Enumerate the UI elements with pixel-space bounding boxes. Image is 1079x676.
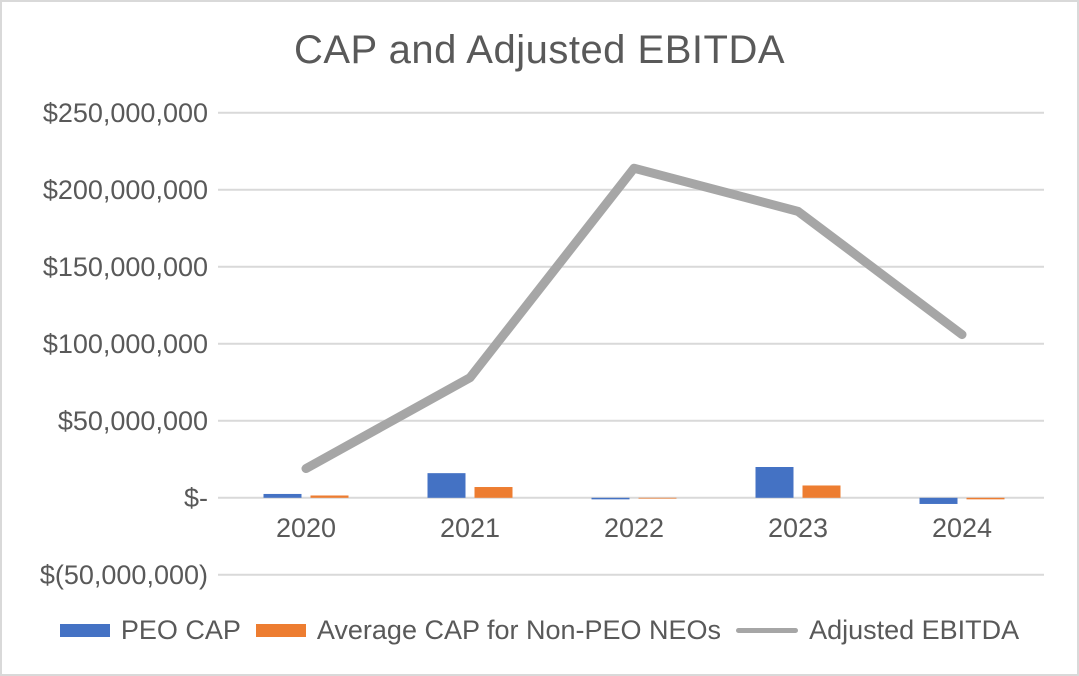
legend-item-adjusted-ebitda: Adjusted EBITDA	[736, 615, 1019, 646]
y-axis-tick-label: $(50,000,000)	[39, 559, 208, 590]
legend-item-avg-cap: Average CAP for Non-PEO NEOs	[255, 615, 722, 646]
legend-swatch-avg-cap-icon	[255, 624, 306, 637]
y-axis-tick-label: $200,000,000	[42, 174, 208, 205]
y-axis-tick-label: $-	[183, 482, 208, 513]
bar-average-cap-for-non-peo-neos-2021	[474, 487, 513, 498]
legend-label-adjusted-ebitda: Adjusted EBITDA	[809, 615, 1020, 645]
chart-title: CAP and Adjusted EBITDA	[293, 28, 786, 72]
x-axis-tick-label: 2024	[931, 513, 993, 543]
legend-label-peo-cap: PEO CAP	[120, 615, 241, 645]
bar-peo-cap-2020	[263, 493, 302, 498]
line-adjusted-ebitda	[301, 163, 967, 474]
x-axis-tick-label: 2022	[603, 513, 665, 543]
bar-average-cap-for-non-peo-neos-2020	[310, 495, 349, 498]
x-axis-tick-label: 2020	[275, 513, 337, 543]
bar-peo-cap-2024	[919, 497, 958, 504]
y-axis-tick-label: $50,000,000	[57, 405, 208, 436]
legend: PEO CAP Average CAP for Non-PEO NEOs Adj…	[2, 615, 1077, 646]
legend-swatch-adjusted-ebitda-icon	[736, 628, 799, 633]
bar-peo-cap-2021	[427, 473, 466, 498]
legend-label-avg-cap: Average CAP for Non-PEO NEOs	[316, 615, 722, 645]
bar-average-cap-for-non-peo-neos-2022	[638, 497, 677, 499]
bar-peo-cap-2022	[591, 497, 630, 500]
bar-average-cap-for-non-peo-neos-2023	[802, 485, 841, 498]
y-axis-tick-label: $100,000,000	[42, 328, 208, 359]
x-axis-tick-label: 2023	[767, 513, 829, 543]
y-axis-tick-label: $150,000,000	[42, 251, 208, 282]
y-axis-tick-label: $250,000,000	[42, 97, 208, 128]
legend-item-peo-cap: PEO CAP	[59, 615, 241, 646]
bar-peo-cap-2023	[755, 467, 794, 498]
legend-swatch-peo-cap-icon	[59, 624, 110, 637]
bar-average-cap-for-non-peo-neos-2024	[966, 497, 1005, 500]
x-axis-tick-label: 2021	[439, 513, 501, 543]
